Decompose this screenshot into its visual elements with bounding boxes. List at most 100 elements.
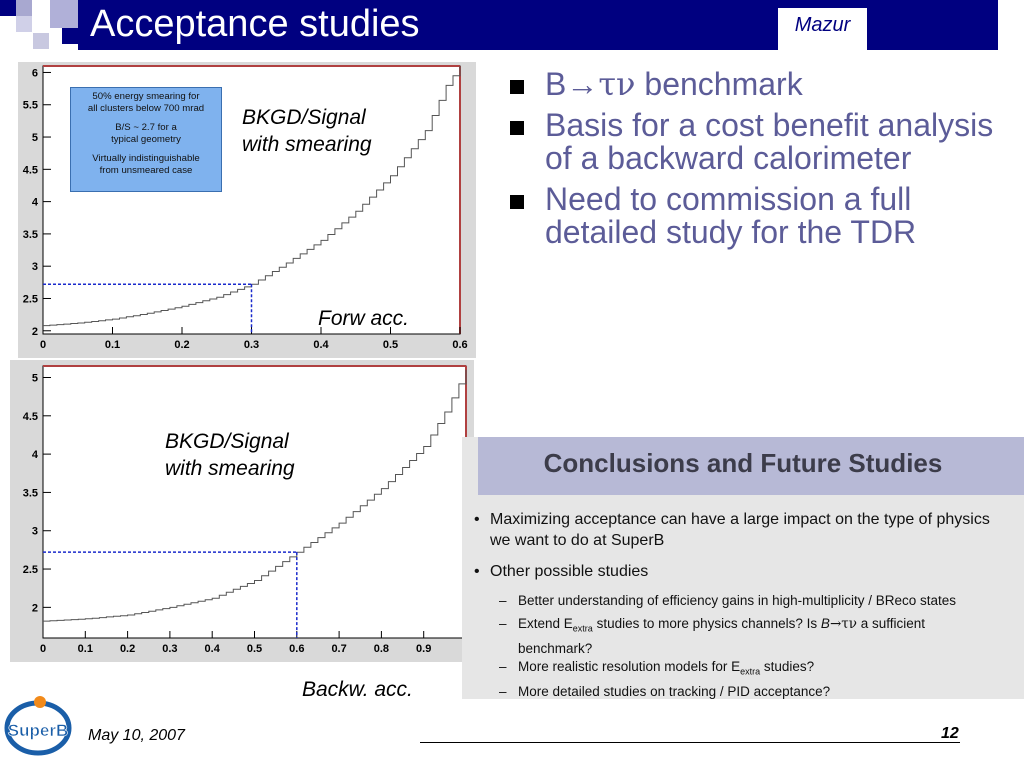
bullet-item: B→τν benchmark xyxy=(507,68,1007,101)
x-tick-label: 0.4 xyxy=(205,643,221,655)
conclusion-sub-item: – More realistic resolution models for E… xyxy=(499,657,1019,682)
conclusion-item: • Maximizing acceptance can have a large… xyxy=(474,509,1014,551)
bullet-square-icon xyxy=(510,195,524,209)
bullet-item: Need to commission a full detailed study… xyxy=(507,183,1007,249)
logo-text: SuperB xyxy=(8,721,68,740)
info-box-text: 50% energy smearing for all clusters belo… xyxy=(71,91,221,176)
y-tick-label: 4 xyxy=(32,449,39,461)
y-tick-label: 4.5 xyxy=(23,411,38,423)
sub-item-text: More detailed studies on tracking / PID … xyxy=(518,684,831,699)
x-tick-label: 0 xyxy=(40,339,46,351)
y-tick-label: 5 xyxy=(32,132,38,144)
x-tick-label: 0.3 xyxy=(162,643,177,655)
conclusion-sub-item: – Extend Eextra studies to more physics … xyxy=(499,614,989,658)
superb-logo: SuperB xyxy=(4,696,72,756)
y-tick-label: 3.5 xyxy=(23,487,38,499)
x-tick-label: 0.5 xyxy=(383,339,398,351)
sub-item-text: More realistic resolution models for Eex… xyxy=(499,657,1019,682)
annotation-text: BKGD/Signal with smearing xyxy=(165,430,295,480)
x-tick-label: 0.3 xyxy=(244,339,259,351)
conclusion-sub-item: – More detailed studies on tracking / PI… xyxy=(499,682,1019,701)
y-tick-label: 3 xyxy=(32,526,38,538)
ratio-curve xyxy=(43,369,467,622)
greek-symbol: τν xyxy=(598,65,636,103)
y-tick-label: 3 xyxy=(32,261,38,273)
x-tick-label: 0.6 xyxy=(289,643,304,655)
text-run: More realistic resolution models for E xyxy=(518,659,741,674)
bullet-text: benchmark xyxy=(635,66,803,102)
info-box-line: 50% energy smearing for xyxy=(92,91,200,102)
page-number: 12 xyxy=(941,725,959,742)
x-tick-label: 0.1 xyxy=(105,339,120,351)
bullet-item: Basis for a cost benefit analysis of a b… xyxy=(507,109,1007,175)
corner-square xyxy=(50,0,78,28)
bullet-dot-icon: • xyxy=(474,511,480,528)
annotation-text: BKGD/Signal with smearing xyxy=(242,106,372,156)
info-box-line: B/S ~ 2.7 for a xyxy=(115,122,177,133)
corner-square xyxy=(62,28,78,44)
x-tick-label: 0 xyxy=(40,643,46,655)
dash-icon: – xyxy=(499,659,507,674)
x-tick-label: 0.1 xyxy=(78,643,93,655)
forward-plot-annotation: BKGD/Signal with smearing xyxy=(242,104,372,158)
x-tick-label: 0.5 xyxy=(247,643,262,655)
conclusion-sub-item: – Better understanding of efficiency gai… xyxy=(499,591,1019,610)
corner-square xyxy=(16,16,32,32)
subscript: extra xyxy=(572,623,593,634)
subscript: extra xyxy=(740,666,761,677)
dash-icon: – xyxy=(499,616,507,631)
info-box-line: from unsmeared case xyxy=(99,164,193,176)
info-box-line xyxy=(71,145,221,153)
dash-icon: – xyxy=(499,593,507,608)
x-tick-label: 0.6 xyxy=(452,339,467,351)
sub-item-text: Better understanding of efficiency gains… xyxy=(518,593,956,608)
bullet-dot-icon: • xyxy=(474,563,480,580)
info-box-line: Virtually indistinguishable xyxy=(92,153,200,164)
backward-plot-panel: 00.10.20.30.40.50.60.70.80.9122.533.544.… xyxy=(10,360,474,662)
conclusion-text: Maximizing acceptance can have a large i… xyxy=(490,511,990,549)
conclusions-header xyxy=(478,437,1024,495)
conclusion-text: Other possible studies xyxy=(490,563,649,580)
x-tick-label: 0.8 xyxy=(374,643,389,655)
text-run: B xyxy=(820,616,830,631)
bullet-square-icon xyxy=(510,121,524,135)
plot-area xyxy=(42,365,467,639)
corner-square xyxy=(0,0,16,16)
slide-title: Acceptance studies xyxy=(90,3,420,45)
info-box-line xyxy=(71,114,221,122)
y-tick-label: 5 xyxy=(32,372,38,384)
author-box xyxy=(778,8,867,50)
y-tick-label: 4 xyxy=(32,197,39,209)
y-tick-label: 2.5 xyxy=(23,293,38,305)
corner-square xyxy=(33,33,49,49)
dash-icon: – xyxy=(499,684,507,699)
y-tick-label: 4.5 xyxy=(23,164,38,176)
backward-plot-annotation: BKGD/Signal with smearing xyxy=(165,428,295,482)
bullet-square-icon xyxy=(510,80,524,94)
x-tick-label: 0.4 xyxy=(313,339,329,351)
arrow-symbol: → xyxy=(566,66,599,102)
x-tick-label: 0.9 xyxy=(416,643,431,655)
footer-date: May 10, 2007 xyxy=(88,727,185,744)
footer-line xyxy=(420,742,960,743)
y-tick-label: 6 xyxy=(32,67,38,79)
text-run: →τν xyxy=(829,616,857,632)
text-run: a sufficient benchmark? xyxy=(518,616,925,656)
info-box-line: typical geometry xyxy=(111,133,181,145)
bullet-text: Basis for a cost benefit analysis of a b… xyxy=(545,107,994,176)
author-label: Mazur xyxy=(794,14,851,36)
y-tick-label: 3.5 xyxy=(23,229,38,241)
info-box-line: all clusters below 700 mrad xyxy=(87,102,205,114)
sub-item-text: Extend Eextra studies to more physics ch… xyxy=(499,614,989,658)
x-tick-label: 0.7 xyxy=(331,643,346,655)
forward-plot-caption: Forw acc. xyxy=(318,307,410,330)
y-tick-label: 2 xyxy=(32,326,38,338)
y-tick-label: 2.5 xyxy=(23,564,38,576)
text-run: studies to more physics channels? Is xyxy=(592,616,821,631)
backward-plot-caption: Backw. acc. xyxy=(302,678,413,701)
backward-acceptance-chart: 00.10.20.30.40.50.60.70.80.9122.533.544.… xyxy=(23,365,469,655)
text-run: studies? xyxy=(760,659,815,674)
y-tick-label: 2 xyxy=(32,602,38,614)
bullet-text: Need to commission a full detailed study… xyxy=(545,181,917,250)
conclusions-title: Conclusions and Future Studies xyxy=(543,448,943,478)
